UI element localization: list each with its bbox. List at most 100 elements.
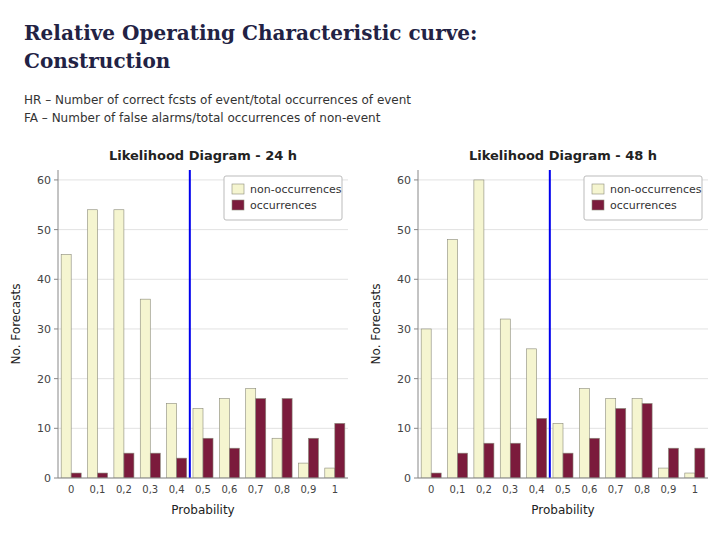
legend-label: non-occurrences — [250, 183, 342, 196]
tick-label: 30 — [37, 323, 51, 336]
bar — [658, 468, 668, 478]
y-axis — [58, 170, 59, 478]
bar — [298, 463, 308, 478]
tick-mark — [414, 378, 418, 379]
tick-label: 50 — [37, 224, 51, 237]
tick-label: 0,9 — [301, 484, 317, 495]
bar — [325, 468, 335, 478]
bar — [308, 438, 318, 478]
bar — [527, 349, 537, 478]
bar — [632, 399, 642, 478]
tick-label: 0,3 — [142, 484, 158, 495]
tick-label: 20 — [397, 373, 411, 386]
tick-mark — [54, 428, 58, 429]
grid-line — [58, 378, 348, 379]
tick-label: 0 — [44, 472, 51, 485]
bar — [484, 443, 494, 478]
legend-label: occurrences — [610, 199, 677, 212]
tick-label: 0,4 — [529, 484, 545, 495]
tick-label: 0,4 — [169, 484, 185, 495]
bar — [219, 399, 229, 478]
x-axis — [58, 478, 348, 479]
bar — [421, 329, 431, 478]
bar — [114, 210, 124, 478]
tick-mark — [54, 179, 58, 180]
title: Relative Operating Characteristic curve:… — [24, 21, 477, 73]
bar — [140, 299, 150, 478]
tick-label: 40 — [397, 273, 411, 286]
chart: Likelihood Diagram - 24 h010203040506000… — [9, 148, 348, 517]
legend-swatch — [592, 184, 604, 194]
tick-label: 0 — [428, 484, 434, 495]
tick-label: 0,6 — [581, 484, 597, 495]
bar — [61, 254, 71, 478]
tick-label: 0,8 — [274, 484, 290, 495]
bar — [246, 389, 256, 478]
legend: non-occurrencesoccurrences — [584, 176, 702, 220]
x-axis — [418, 478, 708, 479]
bar — [616, 408, 626, 478]
chart-title: Likelihood Diagram - 48 h — [469, 148, 657, 163]
bar — [695, 448, 705, 478]
axis-label: No. Forecasts — [369, 284, 383, 365]
tick-label: 0,5 — [195, 484, 211, 495]
bar — [256, 399, 266, 478]
chart: Likelihood Diagram - 48 h010203040506000… — [369, 148, 708, 517]
y-axis — [418, 170, 419, 478]
bar — [500, 319, 510, 478]
title-line: Relative Operating Characteristic curve: — [24, 21, 477, 45]
legend-swatch — [592, 200, 604, 210]
legend: non-occurrences occurrences — [224, 176, 342, 220]
grid-line — [418, 478, 708, 479]
bar — [589, 438, 599, 478]
bar — [167, 403, 177, 478]
legend-label: occurrences — [250, 199, 317, 212]
grid-line — [58, 279, 348, 280]
tick-mark — [54, 378, 58, 379]
grid-line — [418, 328, 708, 329]
tick-label: 0,1 — [90, 484, 106, 495]
bar — [177, 458, 187, 478]
tick-label: 0,2 — [116, 484, 132, 495]
tick-mark — [414, 478, 418, 479]
tick-label: 60 — [37, 174, 51, 187]
bar — [150, 453, 160, 478]
tick-label: 0 — [68, 484, 74, 495]
bar — [431, 473, 441, 478]
bar — [642, 403, 652, 478]
tick-label: 0,7 — [608, 484, 624, 495]
bar — [563, 453, 573, 478]
reference-line — [549, 170, 551, 478]
tick-label: 30 — [397, 323, 411, 336]
bar — [98, 473, 108, 478]
tick-label: 1 — [332, 484, 338, 495]
tick-mark — [54, 279, 58, 280]
bar — [668, 448, 678, 478]
tick-mark — [54, 328, 58, 329]
tick-label: 0 — [404, 472, 411, 485]
page: Relative Operating Characteristic curve:… — [0, 0, 720, 540]
axis-label: Probability — [171, 503, 234, 517]
tick-label: 0,5 — [555, 484, 571, 495]
tick-mark — [414, 229, 418, 230]
bar — [553, 423, 563, 478]
bar — [124, 453, 134, 478]
tick-label: 0,1 — [450, 484, 466, 495]
bar — [685, 473, 695, 478]
bar — [88, 210, 98, 478]
tick-label: 10 — [397, 422, 411, 435]
subtitle: FA – Number of false alarms/total occurr… — [24, 111, 381, 125]
legend-swatch — [232, 184, 244, 194]
reference-line — [189, 170, 191, 478]
tick-label: 40 — [37, 273, 51, 286]
legend-box — [224, 176, 342, 220]
tick-mark — [54, 478, 58, 479]
bar — [510, 443, 520, 478]
tick-label: 20 — [37, 373, 51, 386]
grid-line — [418, 279, 708, 280]
tick-label: 0,2 — [476, 484, 492, 495]
tick-mark — [414, 428, 418, 429]
axis-label: No. Forecasts — [9, 284, 23, 365]
bar — [335, 423, 345, 478]
subtitle: HR – Number of correct fcsts of event/to… — [24, 93, 411, 107]
